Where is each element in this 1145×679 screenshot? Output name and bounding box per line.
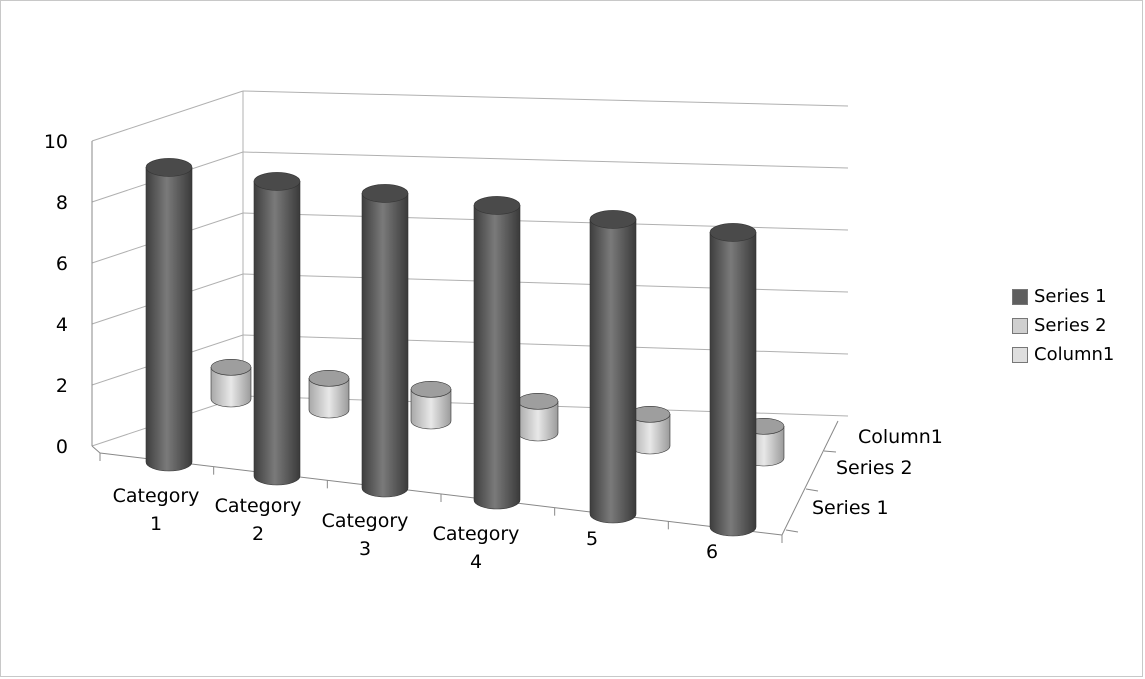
bar-series-1-1-body [145, 167, 193, 472]
bar-series-1-4 [473, 196, 521, 510]
bar-series-1-5-body [589, 219, 637, 524]
label-layer: 0 2 4 6 8 10 Category 1 Category 2 Category 3 Catego… [44, 131, 943, 573]
category-label-line2: 5 [586, 528, 598, 550]
gridline-back-2 [242, 334, 849, 355]
legend-swatch-series-1 [1012, 288, 1028, 305]
y-tick-label: 10 [44, 131, 68, 153]
bar-series-2-2 [308, 369, 350, 419]
gridline-back-10 [242, 90, 849, 107]
y-tick-label: 4 [56, 314, 68, 336]
bar-series-2-1 [210, 358, 252, 408]
category-label-line2: 6 [706, 541, 718, 563]
gridline-back-4 [242, 273, 849, 293]
gridline-side-10 [91, 90, 244, 142]
legend-label-series-2: Series 2 [1034, 315, 1107, 336]
bar-series-1-6-body [709, 232, 757, 537]
y-tick-label: 2 [56, 375, 68, 397]
gridline-back-8 [242, 151, 849, 169]
depth-label: Series 1 [812, 497, 889, 519]
bar-series-1-2-body [253, 181, 301, 486]
depth-tick-mark [785, 529, 799, 533]
legend: Series 1 Series 2 Column1 [1012, 282, 1114, 369]
depth-tick-mark [805, 488, 819, 492]
depth-label: Column1 [858, 426, 943, 448]
bar-series-1-6 [709, 223, 757, 537]
bar-series-2-4 [517, 392, 559, 442]
floor-corner-line [91, 445, 101, 454]
category-label-line2: 2 [252, 523, 264, 545]
bar-series-2-3-body [410, 389, 452, 430]
y-tick-label: 8 [56, 192, 68, 214]
category-label-line2: 3 [359, 538, 371, 560]
bar-series-1-3 [361, 184, 409, 498]
bar-series-1-1-top [145, 158, 193, 177]
depth-axis-line [781, 420, 839, 536]
category-label-line2: 1 [150, 513, 162, 535]
bars-layer [145, 158, 785, 537]
legend-label-column1: Column1 [1034, 344, 1115, 365]
axis-layer [91, 91, 839, 543]
legend-item-series-1: Series 1 [1012, 282, 1114, 311]
bar-series-2-5 [629, 405, 671, 455]
bar-series-1-2-top [253, 172, 301, 191]
bar-series-2-3 [410, 380, 452, 430]
legend-swatch-series-2 [1012, 317, 1028, 334]
y-tick-label: 6 [56, 253, 68, 275]
gridline-back-6 [242, 212, 849, 231]
bar-series-2-1-top [210, 358, 252, 376]
bar-series-1-3-body [361, 193, 409, 498]
bar-series-1-4-top [473, 196, 521, 215]
legend-swatch-column1 [1012, 346, 1028, 363]
bar-series-1-3-top [361, 184, 409, 203]
category-label-line1: Category [113, 485, 200, 507]
legend-item-series-2: Series 2 [1012, 311, 1114, 340]
bar-series-1-6-top [709, 223, 757, 242]
depth-label: Series 2 [836, 457, 913, 479]
bar-series-1-5 [589, 210, 637, 524]
category-label-line1: Category [322, 510, 409, 532]
legend-label-series-1: Series 1 [1034, 286, 1107, 307]
bar-series-2-2-body [308, 378, 350, 419]
bar-series-1-5-top [589, 210, 637, 229]
bar-series-1-1 [145, 158, 193, 472]
category-label-line1: Category [433, 523, 520, 545]
bar-series-1-4-body [473, 205, 521, 510]
y-tick-label: 0 [56, 436, 68, 458]
bar-series-2-2-top [308, 369, 350, 387]
category-label-line2: 4 [470, 551, 482, 573]
bar-series-1-2 [253, 172, 301, 486]
bar-series-2-4-top [517, 392, 559, 410]
bar-series-2-1-body [210, 367, 252, 408]
bar-series-2-3-top [410, 380, 452, 398]
depth-tick-mark [823, 450, 837, 453]
legend-item-column1: Column1 [1012, 340, 1114, 369]
category-label-line1: Category [215, 495, 302, 517]
